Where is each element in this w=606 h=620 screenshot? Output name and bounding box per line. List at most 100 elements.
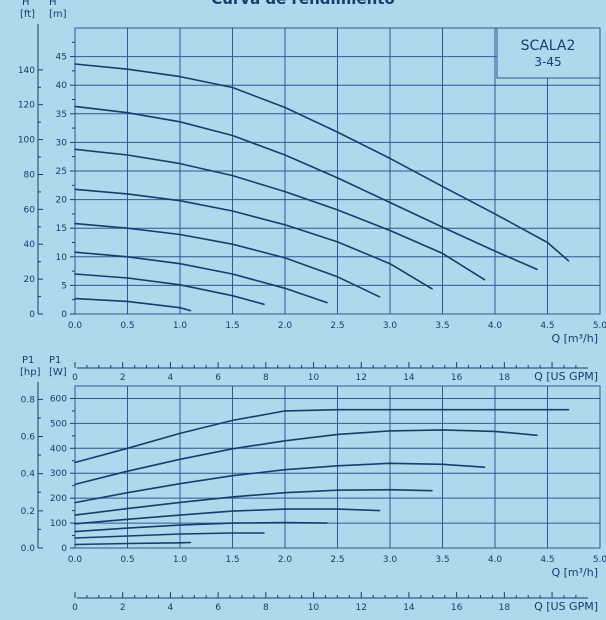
x2-tick-label: 2 (120, 603, 126, 613)
x-tick-label: 2.0 (278, 321, 293, 331)
series-line (74, 532, 265, 539)
x-tick-label: 4.0 (488, 321, 503, 331)
chart-title: Curva de rendimiento (211, 0, 395, 8)
x2-tick-label: 8 (263, 603, 269, 613)
y-tick-label: 300 (50, 469, 67, 479)
x-tick-label: 2.5 (330, 555, 344, 565)
x2-tick-label: 0 (72, 603, 78, 613)
x-tick-label: 1.0 (173, 555, 188, 565)
y2-tick-label: 100 (18, 136, 35, 146)
x-tick-label: 3.0 (383, 321, 398, 331)
x-axis-label: Q [m³/h] (551, 566, 598, 579)
y-tick-label: 20 (56, 196, 68, 206)
x2-tick-label: 6 (215, 603, 221, 613)
x2-tick-label: 6 (215, 373, 221, 383)
series-line (74, 222, 381, 298)
y-axis-unit: [m] (49, 9, 67, 20)
x-tick-label: 2.5 (330, 321, 344, 331)
series-line (74, 63, 570, 262)
y2-axis-unit: [ft] (20, 9, 35, 20)
y2-tick-label: 80 (24, 170, 36, 180)
x-tick-label: 5.0 (593, 555, 606, 565)
series-line (74, 148, 486, 281)
x-tick-label: 1.0 (173, 321, 188, 331)
y2-tick-label: 120 (18, 101, 35, 111)
x2-axis-label: Q [US GPM] (534, 600, 598, 613)
x2-tick-label: 8 (263, 373, 269, 383)
x2-tick-label: 12 (356, 373, 367, 383)
model-name: SCALA2 (521, 38, 576, 54)
x-axis-label: Q [m³/h] (551, 332, 598, 345)
x-tick-label: 3.5 (435, 321, 449, 331)
y2-tick-label: 60 (24, 205, 36, 215)
x-tick-label: 0.5 (120, 555, 134, 565)
model-label-box (496, 27, 601, 79)
y-tick-label: 15 (56, 224, 67, 234)
y-tick-label: 400 (50, 444, 67, 454)
y-tick-label: 200 (50, 494, 67, 504)
x2-tick-label: 18 (499, 603, 511, 613)
series-line (74, 429, 538, 486)
x-tick-label: 4.5 (540, 321, 554, 331)
y2-axis-unit: [hp] (20, 367, 41, 378)
y2-tick-label: 0.6 (21, 433, 36, 443)
x2-axis-label: Q [US GPM] (534, 370, 598, 383)
series-line (74, 488, 433, 516)
x2-tick-label: 4 (168, 603, 174, 613)
y2-tick-label: 0.4 (21, 470, 36, 480)
series-line (74, 541, 192, 546)
y-tick-label: 500 (50, 419, 67, 429)
y-tick-label: 5 (61, 281, 67, 291)
series-line (74, 251, 328, 304)
x2-tick-label: 10 (308, 373, 320, 383)
y-tick-label: 35 (56, 110, 67, 120)
x-tick-label: 0.5 (120, 321, 134, 331)
y-tick-label: 10 (56, 253, 68, 263)
x-tick-label: 2.0 (278, 555, 293, 565)
x2-tick-label: 14 (403, 603, 415, 613)
series-line (74, 273, 265, 306)
x-tick-label: 0.0 (68, 321, 83, 331)
y-tick-label: 25 (56, 167, 67, 177)
y2-axis-label: P1 (22, 355, 34, 366)
x-tick-label: 3.5 (435, 555, 449, 565)
x-tick-label: 1.5 (225, 555, 239, 565)
x-tick-label: 3.0 (383, 555, 398, 565)
y2-tick-label: 40 (24, 240, 36, 250)
y2-tick-label: 0.8 (21, 395, 36, 405)
y2-tick-label: 0.2 (21, 507, 35, 517)
x2-tick-label: 2 (120, 373, 126, 383)
y-tick-label: 30 (56, 138, 68, 148)
y-tick-label: 0 (61, 544, 67, 554)
x-tick-label: 5.0 (593, 321, 606, 331)
y-tick-label: 100 (50, 519, 67, 529)
y-tick-label: 0 (61, 310, 67, 320)
x-tick-label: 4.0 (488, 555, 503, 565)
series-line (74, 521, 328, 533)
x2-tick-label: 14 (403, 373, 415, 383)
y-axis-label: H (49, 0, 57, 8)
y2-tick-label: 140 (18, 66, 35, 76)
power-curve-panel: 0.0 0.5 1.0 1.5 2.0 2.5 3.0 3.5 4.0 4.5 5.00100200… (20, 355, 606, 613)
series-line (74, 462, 486, 504)
x-tick-label: 0.0 (68, 555, 83, 565)
y-tick-label: 600 (50, 394, 67, 404)
y-axis-label: P1 (49, 355, 61, 366)
x2-tick-label: 4 (168, 373, 174, 383)
y2-tick-label: 0 (29, 310, 35, 320)
series-line (74, 105, 538, 271)
x2-tick-label: 0 (72, 373, 78, 383)
series-line (74, 188, 433, 290)
y2-tick-label: 20 (24, 275, 36, 285)
head-curve-panel: 0.0 0.5 1.0 1.5 2.0 2.5 3.0 3.5 4.0 4.5 5.0 0 5 10 15 2… (18, 0, 606, 383)
y2-tick-label: 0.0 (21, 544, 36, 554)
series-line (74, 508, 381, 525)
x2-tick-label: 16 (451, 373, 463, 383)
x-tick-label: 1.5 (225, 321, 239, 331)
y-tick-label: 45 (56, 53, 67, 63)
x2-tick-label: 16 (451, 603, 463, 613)
y-axis-unit: [W] (49, 367, 67, 378)
x-tick-label: 4.5 (540, 555, 554, 565)
